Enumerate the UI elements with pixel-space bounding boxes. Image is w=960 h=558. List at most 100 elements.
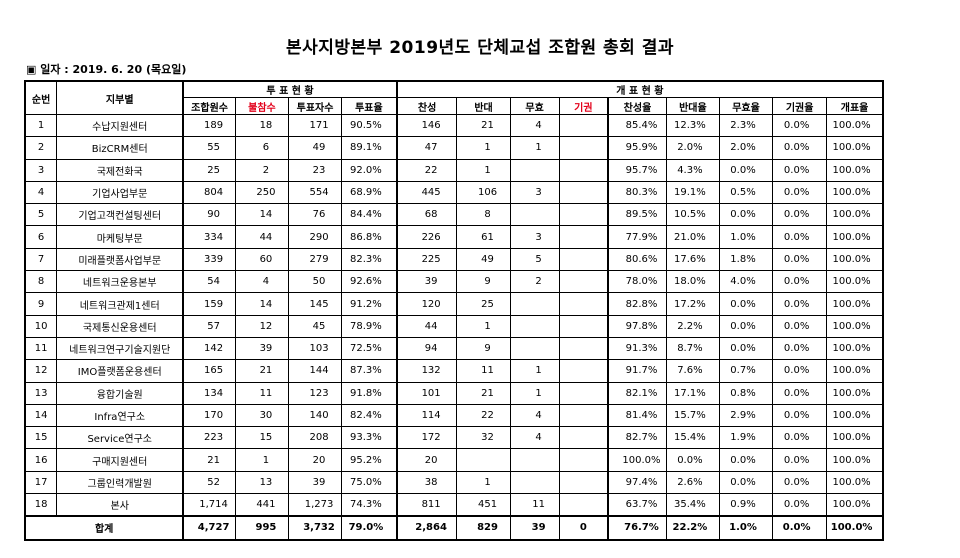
total-members: 4,727 <box>182 515 236 541</box>
table-row: 4 기업사업부문 804 250 554 68.9% 445 106 3 80.3% 19.1% 0.… <box>24 180 885 205</box>
row-dept: 네트워크연구기술지원단 <box>56 336 185 361</box>
table-row: 8 네트워크운용본부 54 4 50 92.6% 39 9 2 78.0% 18.0% 4.0% 0.0… <box>24 270 885 294</box>
row-invalid: 11 <box>509 493 560 517</box>
header-count-rate: 개표율 <box>826 97 885 115</box>
row-seq: 11 <box>24 336 58 361</box>
total-yes-rate: 76.7% <box>607 515 667 541</box>
row-invalid: 1 <box>509 381 560 405</box>
total-invalid: 39 <box>509 515 560 541</box>
total-absent: 995 <box>234 515 289 541</box>
row-abstain <box>558 403 610 428</box>
row-no: 25 <box>456 292 511 316</box>
row-turnout: 86.8% <box>341 225 398 249</box>
row-invalid-rate: 0.9% <box>718 493 774 517</box>
table-row: 13 융합기술원 134 11 123 91.8% 101 21 1 82.1% 17.1% 0.8%… <box>24 381 885 405</box>
row-dept: 구매지원센터 <box>56 448 185 472</box>
row-no: 21 <box>456 381 511 405</box>
row-voters: 140 <box>287 403 343 428</box>
row-dept: Infra연구소 <box>56 403 185 428</box>
row-no-rate: 8.7% <box>665 336 720 361</box>
row-members: 1,714 <box>182 493 236 517</box>
row-invalid-rate: 0.8% <box>718 381 774 405</box>
row-invalid: 1 <box>509 136 560 160</box>
row-no: 21 <box>456 113 511 138</box>
row-absent: 21 <box>234 359 289 383</box>
row-invalid: 4 <box>509 403 560 428</box>
row-count-rate: 100.0% <box>826 136 885 160</box>
row-invalid: 2 <box>509 270 560 294</box>
row-no-rate: 17.1% <box>665 381 720 405</box>
header-members: 조합원수 <box>182 97 236 115</box>
row-absent: 14 <box>234 292 289 316</box>
row-seq: 15 <box>24 426 58 450</box>
row-dept: Service연구소 <box>56 426 185 450</box>
row-yes-rate: 97.4% <box>607 470 667 495</box>
row-members: 165 <box>182 359 236 383</box>
row-members: 159 <box>182 292 236 316</box>
row-voters: 76 <box>287 203 343 227</box>
row-yes-rate: 95.7% <box>607 158 667 182</box>
header-voters: 투표자수 <box>287 97 343 115</box>
row-seq: 4 <box>24 180 58 205</box>
total-yes: 2,864 <box>396 515 458 541</box>
row-no <box>456 448 511 472</box>
table-row: 7 미래플랫폼사업부문 339 60 279 82.3% 225 49 5 80.6% 17.6% 1… <box>24 247 885 272</box>
table-row: 14 Infra연구소 170 30 140 82.4% 114 22 4 81.4% 15.7% 2… <box>24 403 885 428</box>
row-absent: 1 <box>234 448 289 472</box>
row-seq: 18 <box>24 493 58 517</box>
row-absent: 60 <box>234 247 289 272</box>
row-abstain <box>558 158 610 182</box>
row-count-rate: 100.0% <box>826 292 885 316</box>
table-row: 3 국제전화국 25 2 23 92.0% 22 1 95.7% 4.3% 0.0% 0.0% 100.… <box>24 158 885 182</box>
header-invalid-rate: 무효율 <box>718 97 774 115</box>
row-abstain-rate: 0.0% <box>772 336 828 361</box>
row-abstain-rate: 0.0% <box>772 158 828 182</box>
row-abstain <box>558 381 610 405</box>
row-abstain-rate: 0.0% <box>772 314 828 338</box>
row-count-rate: 100.0% <box>826 470 885 495</box>
row-seq: 16 <box>24 448 58 472</box>
row-turnout: 89.1% <box>341 136 398 160</box>
table-row: 18 본사 1,714 441 1,273 74.3% 811 451 11 63.7% 35.4%… <box>24 493 885 517</box>
row-members: 134 <box>182 381 236 405</box>
row-no-rate: 17.6% <box>665 247 720 272</box>
row-invalid: 5 <box>509 247 560 272</box>
page-title: 본사지방본부 2019년도 단체교섭 조합원 총회 결과 <box>285 38 675 58</box>
row-abstain <box>558 448 610 472</box>
header-turnout: 투표율 <box>341 97 398 115</box>
row-turnout: 74.3% <box>341 493 398 517</box>
row-dept: 국제전화국 <box>56 158 185 182</box>
row-yes: 101 <box>396 381 458 405</box>
row-count-rate: 100.0% <box>826 113 885 138</box>
row-seq: 13 <box>24 381 58 405</box>
row-no-rate: 10.5% <box>665 203 720 227</box>
row-voters: 208 <box>287 426 343 450</box>
row-abstain-rate: 0.0% <box>772 403 828 428</box>
header-seq: 순번 <box>24 80 58 115</box>
row-yes-rate: 91.7% <box>607 359 667 383</box>
row-yes: 132 <box>396 359 458 383</box>
row-abstain <box>558 225 610 249</box>
row-absent: 250 <box>234 180 289 205</box>
header-count-group: 개 표 현 황 <box>396 80 885 98</box>
row-turnout: 78.9% <box>341 314 398 338</box>
row-no: 1 <box>456 470 511 495</box>
header-no-rate: 반대율 <box>665 97 720 115</box>
row-no-rate: 12.3% <box>665 113 720 138</box>
row-voters: 290 <box>287 225 343 249</box>
row-yes: 47 <box>396 136 458 160</box>
row-abstain-rate: 0.0% <box>772 113 828 138</box>
row-seq: 8 <box>24 270 58 294</box>
row-absent: 2 <box>234 158 289 182</box>
row-dept: 본사 <box>56 493 185 517</box>
results-table: 순번 지부별 투 표 현 황 개 표 현 황 조합원수 불참수 투표자수 투표율… <box>23 80 885 541</box>
row-no: 1 <box>456 314 511 338</box>
row-yes-rate: 82.8% <box>607 292 667 316</box>
row-abstain-rate: 0.0% <box>772 426 828 450</box>
row-voters: 23 <box>287 158 343 182</box>
row-yes: 44 <box>396 314 458 338</box>
row-no: 451 <box>456 493 511 517</box>
row-voters: 103 <box>287 336 343 361</box>
row-dept: 수납지원센터 <box>56 113 185 138</box>
row-turnout: 91.8% <box>341 381 398 405</box>
